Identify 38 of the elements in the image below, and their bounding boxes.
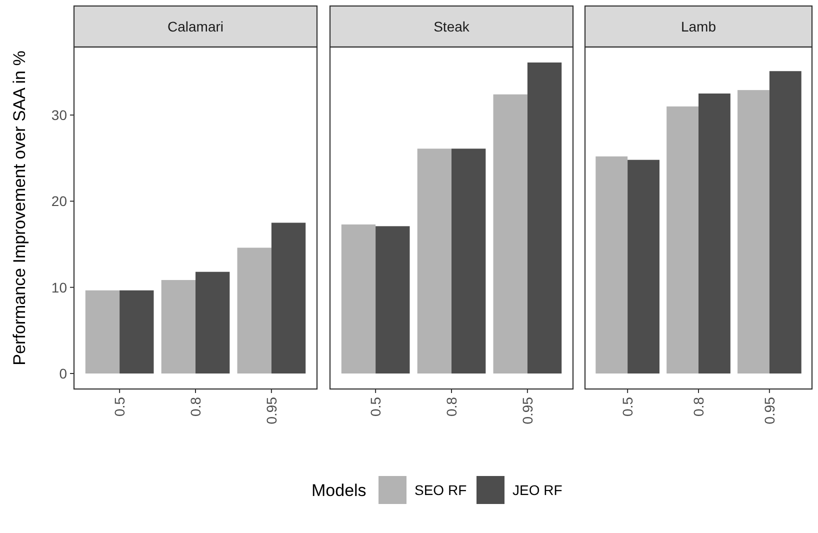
bar <box>196 272 230 374</box>
y-tick-label: 20 <box>51 193 68 210</box>
chart-title: Steak <box>434 18 470 34</box>
x-tick-label: 0.95 <box>263 396 280 424</box>
bar <box>376 226 410 374</box>
bar <box>271 222 306 374</box>
x-tick-label: 0.8 <box>444 396 460 416</box>
bar <box>341 224 376 374</box>
bar <box>120 290 154 374</box>
legend-label: JEO RF <box>512 482 562 498</box>
bar <box>493 94 528 374</box>
x-tick-label: 0.5 <box>368 396 384 416</box>
bar <box>85 290 120 374</box>
y-tick-label: 10 <box>51 279 68 296</box>
bar <box>596 156 628 374</box>
y-tick-label: 30 <box>51 107 68 124</box>
bar <box>738 90 770 374</box>
bar <box>769 71 802 374</box>
x-tick-label: 0.5 <box>112 396 128 416</box>
bar <box>698 94 730 374</box>
bar <box>237 248 272 374</box>
y-axis-title: Performance Improvement over SAA in % <box>10 50 29 366</box>
chart-title: Lamb <box>680 18 716 34</box>
legend-title: Models <box>312 481 366 500</box>
y-tick-label: 0 <box>59 365 68 382</box>
x-tick-label: 0.8 <box>690 396 706 416</box>
bar <box>452 148 486 374</box>
bar <box>161 280 196 374</box>
bar <box>417 148 452 374</box>
bar <box>527 62 562 374</box>
legend-label: SEO RF <box>414 482 467 498</box>
chart-title: Calamari <box>167 18 224 34</box>
x-tick-label: 0.5 <box>620 396 636 416</box>
bar <box>666 106 698 374</box>
x-tick-label: 0.95 <box>761 396 778 424</box>
bar <box>628 160 660 374</box>
x-tick-label: 0.8 <box>188 396 204 416</box>
x-tick-label: 0.95 <box>519 396 536 424</box>
